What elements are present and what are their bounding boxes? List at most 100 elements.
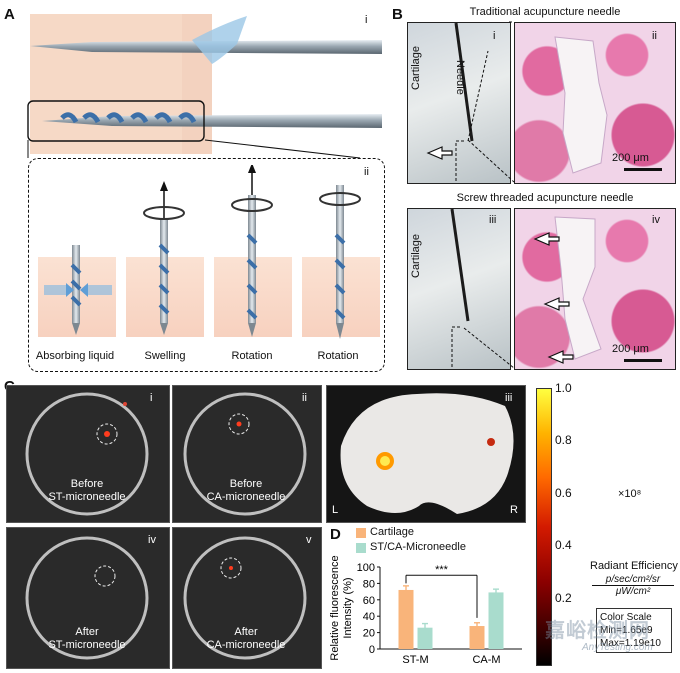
x-tick-label: CA-M: [472, 654, 500, 666]
needle-drawing: [27, 14, 382, 154]
label-after-ca: After CA-microneedle: [172, 626, 320, 652]
petri-dish-iv: [25, 536, 149, 660]
panel-c-roman-iii: iii: [505, 392, 513, 404]
fluorescence-image-ii: [172, 385, 322, 523]
panel-b-title-top: Traditional acupuncture needle: [469, 6, 621, 18]
joint-right-label: R: [510, 504, 518, 516]
y-tick-label: 80: [363, 578, 375, 590]
fluorescence-image-iii: [326, 385, 526, 523]
bar-1-1: [488, 592, 504, 649]
label-before-ca-line2: CA-microneedle: [206, 491, 286, 503]
significance-label: ***: [435, 564, 449, 576]
histology-threaded-cavity: [533, 216, 602, 364]
colorbar-tick-0-2: 0.2: [555, 591, 572, 605]
color-scale-box: Color Scale Min=1.65e9 Max=1.19e10: [596, 608, 672, 653]
fluorescence-image-iv: [6, 527, 170, 669]
y-axis-label-line2: Intensity (%): [342, 577, 354, 638]
y-axis-label-line1: Relative fluorescence: [329, 555, 341, 660]
colorbar-tick-1-0: 1.0: [555, 381, 572, 395]
label-after-st: After ST-microneedle: [6, 626, 168, 652]
panel-b-letter: B: [392, 6, 403, 23]
petri-dish-v: [183, 536, 307, 660]
label-before-st-line1: Before: [70, 478, 104, 490]
legend-label-cartilage: Cartilage: [370, 526, 415, 538]
zoom-connector: [27, 139, 361, 159]
bar-1-0: [417, 627, 433, 649]
panel-b-roman-iv: iv: [652, 214, 660, 226]
colorbar-tick-0-4: 0.4: [555, 538, 572, 552]
panel-b-histology-ii: [514, 22, 676, 184]
unit-denominator: μW/cm²: [615, 586, 651, 597]
steps-drawing: [38, 165, 380, 339]
step-label-2: Swelling: [144, 350, 186, 362]
fluorescence-image-v: [172, 527, 322, 669]
panel-b-title-bottom: Screw threaded acupuncture needle: [456, 192, 634, 204]
bar-0-0: [398, 589, 414, 649]
radiant-efficiency-title: Radiant Efficiency: [590, 560, 678, 572]
color-scale-max: Max=1.19e10: [600, 638, 661, 649]
legend-swatch-microneedle: [356, 543, 366, 553]
needle-label-top: Needle: [454, 60, 466, 95]
color-scale-bar: [536, 388, 552, 666]
panel-a-letter: A: [4, 6, 15, 23]
panel-c-roman-i: i: [150, 392, 153, 404]
y-tick-label: 20: [363, 628, 375, 640]
histology-cavity: [554, 36, 608, 174]
panel-a-roman-i: i: [365, 14, 368, 26]
y-tick-label: 60: [363, 595, 375, 607]
scale-bar-label-bottom: 200 μm: [612, 343, 649, 355]
steps-box: [28, 158, 385, 372]
legend-label-microneedle: ST/CA-Microneedle: [370, 541, 466, 553]
panel-c-roman-v: v: [306, 534, 312, 546]
scale-bar-label-top: 200 μm: [612, 152, 649, 164]
step-label-3: Rotation: [231, 350, 273, 362]
panel-a-roman-ii: ii: [364, 166, 369, 178]
label-before-ca-line1: Before: [229, 478, 263, 490]
screw-needle-insertion-drawing: [450, 209, 470, 367]
colorbar-tick-0-8: 0.8: [555, 433, 572, 447]
petri-dish-i: [25, 392, 149, 516]
fluorescence-image-i: [6, 385, 170, 523]
colorbar-tick-0-6: 0.6: [555, 486, 572, 500]
label-after-ca-line1: After: [234, 626, 258, 638]
label-after-st-line2: ST-microneedle: [48, 639, 126, 651]
scale-bar-bottom: [624, 359, 662, 362]
panel-b-roman-iii: iii: [489, 214, 497, 226]
panel-b-photo-i: [407, 22, 511, 184]
color-scale-min: Min=1.65e9: [600, 625, 653, 636]
step-label-1: Absorbing liquid: [35, 350, 115, 362]
bar-0-1: [469, 626, 485, 649]
scale-bar-top: [624, 168, 662, 171]
y-tick-label: 0: [369, 644, 375, 656]
panel-c-roman-iv: iv: [148, 534, 156, 546]
label-after-st-line1: After: [75, 626, 99, 638]
legend-swatch-cartilage: [356, 528, 366, 538]
label-before-st: Before ST-microneedle: [6, 478, 168, 504]
panel-c-roman-ii: ii: [302, 392, 307, 404]
watermark-en: AnyTesting.com: [582, 642, 653, 653]
needle-insertion-drawing: [426, 23, 489, 181]
watermark-cn: 嘉峪检测网: [545, 620, 650, 642]
radiant-efficiency-unit: p/sec/cm²/sr μW/cm²: [592, 574, 674, 597]
panel-b-connectors: [463, 21, 515, 369]
needle-illustration: [22, 14, 386, 154]
panel-b-roman-i: i: [493, 30, 496, 42]
panel-b-photo-iii: [407, 208, 511, 370]
label-before-ca: Before CA-microneedle: [172, 478, 320, 504]
y-tick-label: 40: [363, 611, 375, 623]
y-tick-label: 100: [357, 562, 375, 574]
label-after-ca-line2: CA-microneedle: [206, 639, 286, 651]
step-label-4: Rotation: [317, 350, 359, 362]
label-before-st-line2: ST-microneedle: [48, 491, 126, 503]
joint-image: [340, 393, 514, 514]
color-scale-title: Color Scale: [600, 612, 652, 623]
colorbar-multiplier: ×10⁸: [618, 488, 642, 500]
panel-b-histology-iv: [514, 208, 676, 370]
panel-b-roman-ii: ii: [652, 30, 657, 42]
panel-d-letter: D: [330, 526, 341, 543]
unit-numerator: p/sec/cm²/sr: [592, 574, 674, 586]
joint-left-label: L: [332, 504, 339, 516]
petri-dish-ii: [183, 392, 307, 516]
bar-chart: 0 20 40 60 80 100 Relative fluorescence Intensi…: [329, 555, 522, 666]
x-tick-label: ST-M: [402, 654, 428, 666]
